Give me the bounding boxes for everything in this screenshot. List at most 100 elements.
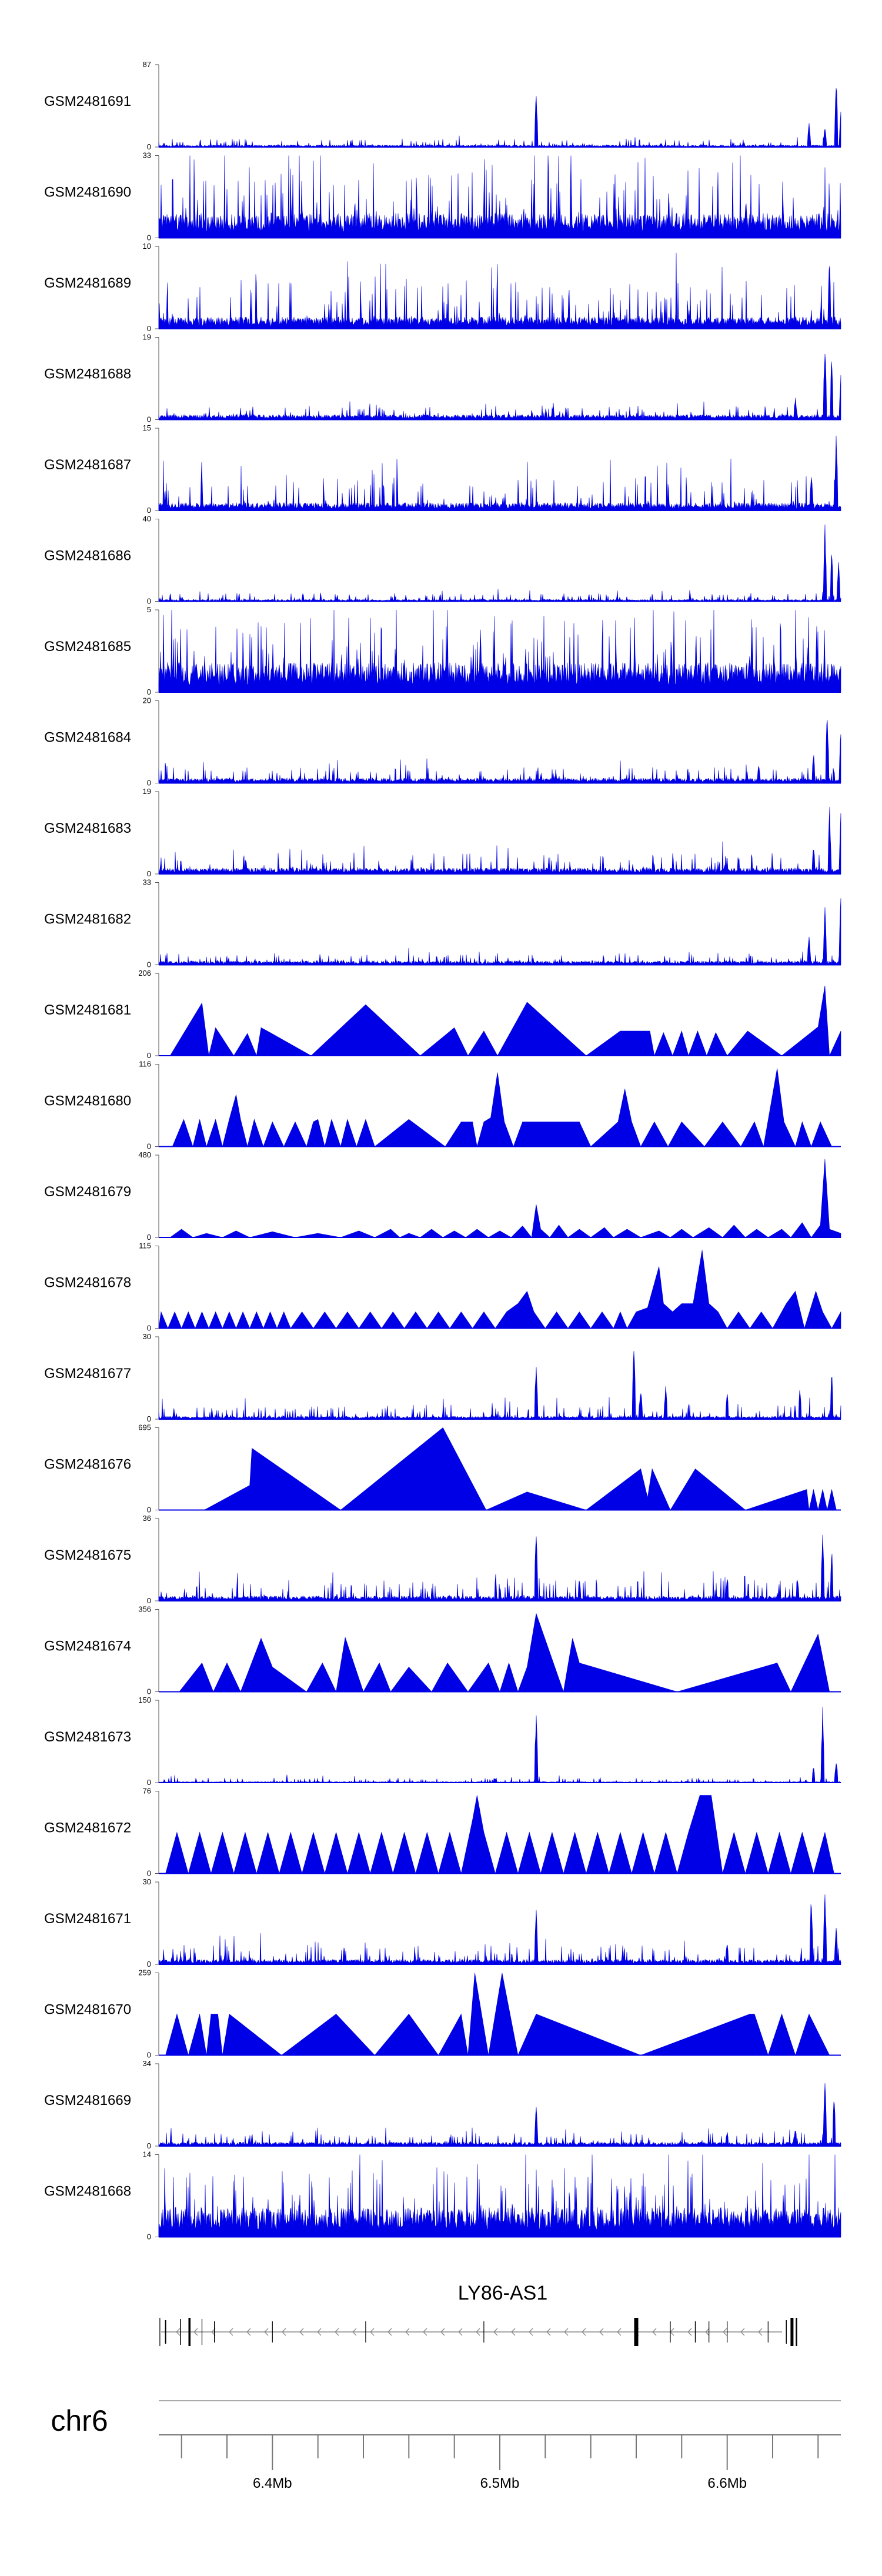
track-GSM2481674: GSM2481674 356 0 — [44, 1605, 841, 1696]
track-GSM2481678: GSM2481678 115 0 — [44, 1242, 841, 1333]
strand-arrow — [282, 2328, 286, 2336]
coverage-area — [158, 1351, 841, 1420]
strand-arrow — [423, 2328, 427, 2336]
track-GSM2481679: GSM2481679 480 0 — [44, 1150, 841, 1242]
strand-arrow — [176, 2328, 181, 2336]
strand-arrow — [264, 2328, 269, 2336]
exon — [159, 2318, 161, 2346]
track-GSM2481676: GSM2481676 695 0 — [44, 1423, 841, 1514]
track-label: GSM2481689 — [44, 275, 131, 291]
track-ymax-label: 15 — [143, 423, 151, 432]
gene-model — [159, 2318, 797, 2346]
track-ymin-label: 0 — [147, 1778, 151, 1787]
coverage-area — [158, 435, 841, 511]
track-ymin-label: 0 — [147, 1324, 151, 1333]
track-ymax-label: 206 — [138, 969, 151, 977]
track-GSM2481680: GSM2481680 116 0 — [44, 1060, 841, 1151]
track-label: GSM2481673 — [44, 1729, 131, 1745]
axis-ticks: 6.4Mb 6.5Mb 6.6Mb — [181, 2435, 819, 2491]
coverage-area — [159, 985, 841, 1057]
track-ymax-label: 40 — [143, 515, 151, 523]
track-GSM2481684: GSM2481684 20 0 — [44, 696, 841, 788]
coverage-area — [158, 1250, 841, 1329]
exon — [786, 2320, 787, 2344]
strand-arrow — [370, 2328, 375, 2336]
gene-annotation-track: LY86-AS1 — [159, 2282, 797, 2346]
strand-arrow — [387, 2328, 392, 2336]
track-ymin-label: 0 — [147, 324, 151, 333]
strand-arrow — [476, 2328, 480, 2336]
track-ymax-label: 14 — [143, 2150, 151, 2159]
track-ymax-label: 116 — [139, 1060, 151, 1069]
exon — [165, 2320, 166, 2344]
chromosome-label: chr6 — [51, 2404, 108, 2437]
coverage-area — [158, 1894, 841, 1965]
track-label: GSM2481670 — [44, 2002, 131, 2018]
track-ymin-label: 0 — [147, 597, 151, 606]
track-label: GSM2481680 — [44, 1093, 131, 1109]
track-ymax-label: 480 — [138, 1150, 151, 1159]
track-label: GSM2481687 — [44, 457, 131, 473]
track-GSM2481673: GSM2481673 150 0 — [44, 1696, 841, 1787]
track-GSM2481685: GSM2481685 5 0 — [44, 605, 841, 696]
strand-arrow — [440, 2328, 445, 2336]
track-GSM2481670: GSM2481670 259 0 — [44, 1968, 841, 2060]
coverage-area — [158, 720, 841, 783]
coverage-area — [165, 1973, 830, 2056]
strand-arrow — [652, 2328, 657, 2336]
exon — [796, 2318, 797, 2346]
strand-arrow — [317, 2328, 322, 2336]
track-ymin-label: 0 — [147, 688, 151, 696]
track-label: GSM2481679 — [44, 1184, 131, 1200]
exon — [790, 2318, 794, 2346]
track-GSM2481669: GSM2481669 34 0 — [44, 2059, 841, 2150]
exon — [180, 2319, 181, 2345]
track-ymax-label: 76 — [143, 1787, 151, 1796]
strand-arrow — [758, 2328, 763, 2336]
coverage-area — [158, 2083, 841, 2147]
strand-arrow — [705, 2328, 710, 2336]
track-ymin-label: 0 — [147, 1506, 151, 1514]
strand-arrow — [405, 2328, 410, 2336]
coverage-area — [158, 252, 841, 329]
track-GSM2481687: GSM2481687 15 0 — [44, 423, 841, 515]
strand-arrow — [193, 2328, 198, 2336]
track-ymax-label: 87 — [143, 60, 151, 69]
track-GSM2481688: GSM2481688 19 0 — [44, 333, 841, 424]
track-label: GSM2481668 — [44, 2184, 131, 2200]
strand-arrow — [352, 2328, 357, 2336]
coverage-area — [159, 1613, 830, 1693]
strand-arrow — [246, 2328, 251, 2336]
track-label: GSM2481688 — [44, 366, 131, 382]
track-GSM2481681: GSM2481681 206 0 — [44, 969, 841, 1060]
track-label: GSM2481683 — [44, 820, 131, 836]
strand-arrow — [493, 2328, 498, 2336]
track-ymin-label: 0 — [147, 415, 151, 424]
strand-arrow — [335, 2328, 339, 2336]
chromosome-axis: chr6 6.4Mb 6.5Mb 6.6Mb — [51, 2400, 841, 2491]
coverage-area — [158, 609, 841, 693]
coverage-area — [159, 1068, 832, 1147]
coverage-area — [204, 1427, 837, 1511]
track-GSM2481671: GSM2481671 30 0 — [44, 1877, 841, 1968]
track-label: GSM2481682 — [44, 912, 131, 927]
track-label: GSM2481677 — [44, 1366, 131, 1382]
strand-arrow — [599, 2328, 604, 2336]
track-GSM2481691: GSM2481691 87 0 — [44, 60, 841, 151]
strand-arrow — [511, 2328, 516, 2336]
gene-name-label: LY86-AS1 — [458, 2282, 547, 2304]
track-GSM2481677: GSM2481677 30 0 — [44, 1332, 841, 1423]
track-ymax-label: 356 — [138, 1605, 151, 1614]
track-ymax-label: 19 — [143, 787, 151, 796]
track-ymax-label: 30 — [143, 1332, 151, 1341]
exon — [188, 2318, 191, 2346]
exon — [272, 2321, 273, 2343]
coverage-area — [158, 1707, 841, 1783]
track-label: GSM2481671 — [44, 1911, 131, 1927]
coverage-tracks: GSM2481691870GSM2481690330GSM2481689100G… — [44, 60, 841, 2241]
track-ymax-label: 19 — [143, 333, 151, 342]
track-GSM2481682: GSM2481682 33 0 — [44, 878, 841, 969]
strand-arrow — [299, 2328, 304, 2336]
track-GSM2481686: GSM2481686 40 0 — [44, 515, 841, 606]
strand-arrow — [458, 2328, 463, 2336]
